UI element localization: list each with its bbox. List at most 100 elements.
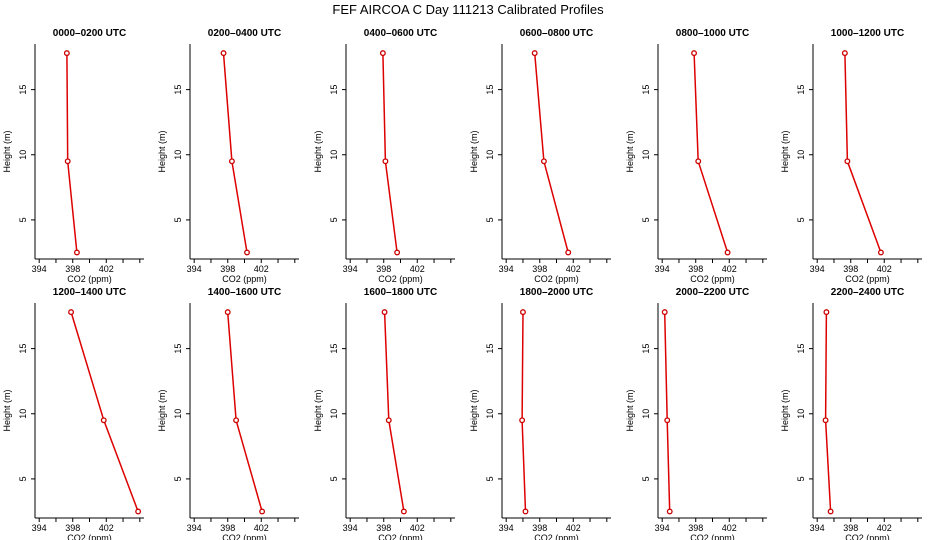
data-point [400, 508, 407, 515]
profile-line [382, 53, 398, 253]
y-tick-label: 15 [641, 344, 651, 354]
y-tick-label: 5 [18, 217, 28, 222]
data-point [827, 508, 834, 515]
data-point [220, 50, 227, 57]
panel-title: 1200–1400 UTC [53, 287, 126, 298]
y-tick-label: 15 [796, 85, 806, 95]
x-axis-label: CO2 (ppm) [534, 274, 579, 284]
x-axis-label: CO2 (ppm) [845, 274, 890, 284]
y-tick-label: 15 [329, 85, 339, 95]
x-tick-label: 394 [343, 264, 358, 274]
chart-panel: 0200–0400 UTC 394 398 402 5 10 15 CO2 (ppm) Heig… [157, 28, 299, 284]
x-tick-label: 402 [99, 523, 114, 533]
data-point [691, 50, 698, 57]
data-point [522, 508, 529, 515]
x-axis-label: CO2 (ppm) [378, 274, 423, 284]
x-tick-label: 394 [499, 523, 514, 533]
y-axis-label: Height (m) [625, 130, 635, 172]
x-tick-label: 402 [566, 264, 581, 274]
panel-title: 1400–1600 UTC [208, 287, 281, 298]
x-tick-label: 398 [843, 523, 858, 533]
x-axis-label: CO2 (ppm) [67, 533, 112, 540]
x-tick-label: 402 [722, 264, 737, 274]
data-point [228, 158, 235, 165]
x-tick-label: 402 [877, 264, 892, 274]
y-tick-label: 10 [18, 150, 28, 160]
y-axis-label: Height (m) [157, 389, 167, 431]
data-point [661, 309, 668, 316]
x-tick-label: 402 [410, 264, 425, 274]
data-point [520, 309, 526, 316]
x-tick-label: 402 [254, 523, 269, 533]
y-axis-label: Height (m) [780, 389, 790, 431]
y-axis-label: Height (m) [313, 130, 323, 172]
chart-panel: 1400–1600 UTC 394 398 402 5 10 15 CO2 (ppm) Heig… [157, 287, 299, 540]
y-axis-label: Height (m) [469, 389, 479, 431]
data-point [385, 417, 392, 424]
data-point [664, 417, 671, 424]
panel-title: 0200–0400 UTC [208, 28, 281, 39]
x-tick-label: 402 [566, 523, 581, 533]
y-tick-label: 10 [796, 409, 806, 419]
y-tick-label: 5 [796, 217, 806, 222]
y-tick-label: 10 [641, 150, 651, 160]
x-tick-label: 402 [99, 264, 114, 274]
chart-panel: 2200–2400 UTC 394 398 402 5 10 15 CO2 (ppm) Heig… [780, 287, 922, 540]
y-tick-label: 10 [18, 409, 28, 419]
y-tick-label: 15 [485, 344, 495, 354]
chart-panel: 1200–1400 UTC 394 398 402 5 10 15 CO2 (ppm) Heig… [2, 287, 144, 540]
profile-line [824, 312, 832, 512]
data-point [666, 508, 673, 515]
data-point [394, 249, 401, 256]
y-axis-label: Height (m) [469, 130, 479, 172]
profile-line [222, 53, 248, 253]
chart-panel: 2000–2200 UTC 394 398 402 5 10 15 CO2 (ppm) Heig… [625, 287, 767, 540]
profile-line [533, 53, 569, 253]
y-tick-label: 10 [641, 409, 651, 419]
y-tick-label: 15 [18, 85, 28, 95]
y-axis-label: Height (m) [780, 130, 790, 172]
panel-title: 0600–0800 UTC [520, 28, 593, 39]
y-tick-label: 15 [18, 344, 28, 354]
y-tick-label: 10 [173, 409, 183, 419]
x-tick-label: 398 [532, 523, 547, 533]
x-tick-label: 398 [220, 264, 235, 274]
x-axis-label: CO2 (ppm) [378, 533, 423, 540]
data-point [823, 309, 830, 316]
x-tick-label: 402 [877, 523, 892, 533]
y-tick-label: 5 [641, 476, 651, 481]
data-point [233, 417, 240, 424]
x-tick-label: 394 [499, 264, 514, 274]
data-point [68, 309, 75, 316]
data-point [224, 309, 231, 316]
profile-line [226, 312, 263, 512]
y-tick-label: 5 [18, 476, 28, 481]
x-tick-label: 398 [65, 264, 80, 274]
profile-line [521, 312, 527, 512]
y-axis-label: Height (m) [157, 130, 167, 172]
chart-panel: 1600–1800 UTC 394 398 402 5 10 15 CO2 (ppm) Heig… [313, 287, 455, 540]
chart-panel: 0400–0600 UTC 394 398 402 5 10 15 CO2 (ppm) Heig… [313, 28, 455, 284]
panel-title: 2200–2400 UTC [831, 287, 904, 298]
chart-panel: 1800–2000 UTC 394 398 402 5 10 15 CO2 (ppm) Heig… [469, 287, 611, 540]
profile-line [70, 311, 139, 512]
data-point [519, 417, 526, 424]
x-tick-label: 398 [532, 264, 547, 274]
y-axis-label: Height (m) [2, 130, 12, 172]
y-tick-label: 15 [641, 85, 651, 95]
panel-title: 0800–1000 UTC [676, 28, 749, 39]
panel-title: 1800–2000 UTC [520, 287, 593, 298]
x-axis-label: CO2 (ppm) [67, 274, 112, 284]
data-point [724, 249, 731, 256]
y-tick-label: 15 [329, 344, 339, 354]
data-point [63, 50, 70, 57]
panel-title: 1000–1200 UTC [831, 28, 904, 39]
y-axis-label: Height (m) [313, 389, 323, 431]
x-tick-label: 394 [32, 264, 47, 274]
data-point [379, 50, 386, 57]
data-point [695, 158, 702, 165]
y-tick-label: 10 [173, 150, 183, 160]
y-axis-label: Height (m) [625, 389, 635, 431]
y-tick-label: 10 [796, 150, 806, 160]
data-point [73, 249, 80, 256]
